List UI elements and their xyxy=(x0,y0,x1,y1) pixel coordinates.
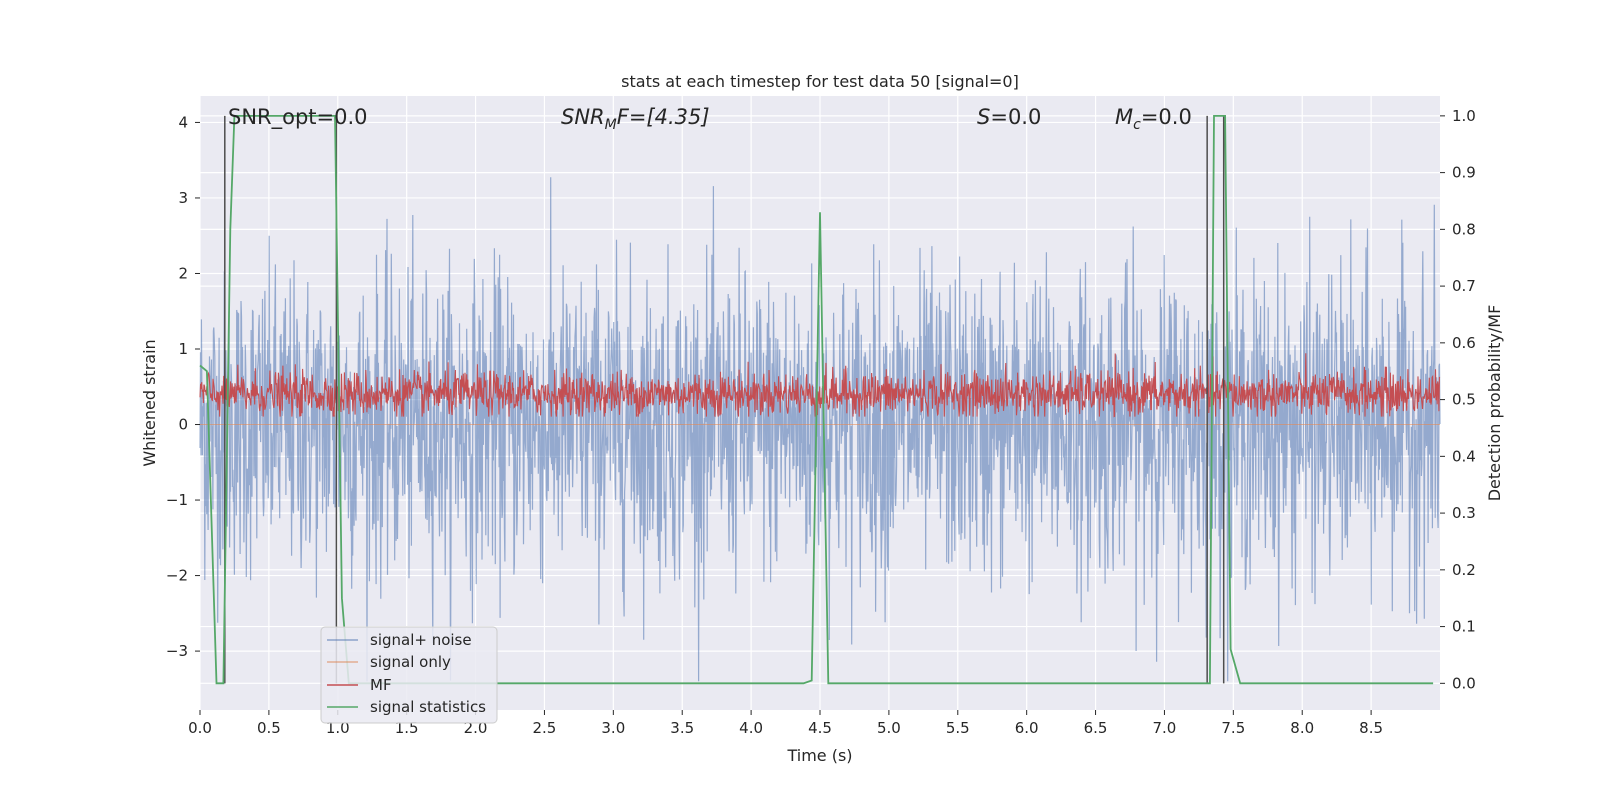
y2-tick-label: 0.6 xyxy=(1452,334,1476,352)
x-tick-label: 3.0 xyxy=(601,719,625,737)
annotation-snr-mf-sub: M xyxy=(605,117,617,133)
y2-axis-ticks: 1.0 0.9 0.8 0.7 0.6 0.5 0.4 0.3 0.2 0.1 0.0 xyxy=(1440,107,1476,692)
chart-title: stats at each timestep for test data 50 … xyxy=(621,72,1019,91)
x-tick-label: 0.0 xyxy=(188,719,212,737)
annotation-mc-main: M xyxy=(1115,105,1133,129)
x-tick-label: 4.5 xyxy=(808,719,832,737)
legend-label-signal-noise: signal+ noise xyxy=(370,631,472,649)
y-tick-label: −3 xyxy=(166,642,188,660)
line-signal-statistics xyxy=(199,115,1434,685)
y-tick-label: −2 xyxy=(166,567,188,585)
y-tick-label: 3 xyxy=(178,189,188,207)
annotation-mc-rest: =0.0 xyxy=(1141,105,1192,129)
y-tick-label: 4 xyxy=(178,113,188,131)
legend-label-signal-only: signal only xyxy=(370,653,451,671)
annotation-snr-mf-rest: F=[4.35] xyxy=(617,105,710,129)
y2-tick-label: 1.0 xyxy=(1452,107,1476,125)
y2-tick-label: 0.5 xyxy=(1452,391,1476,409)
x-tick-label: 4.0 xyxy=(739,719,763,737)
x-tick-label: 6.5 xyxy=(1084,719,1108,737)
x-tick-label: 3.5 xyxy=(670,719,694,737)
legend-box xyxy=(320,626,498,724)
series-mf xyxy=(199,353,1441,418)
x-tick-label: 8.5 xyxy=(1359,719,1383,737)
y-tick-label: 2 xyxy=(178,264,188,282)
line-signal-noise xyxy=(199,177,1441,682)
line-mf xyxy=(199,353,1441,418)
annotation-s-main: S xyxy=(977,105,990,129)
legend-label-mf: MF xyxy=(370,676,392,694)
annotation-s-rest: =0.0 xyxy=(990,105,1041,129)
legend: signal+ noise signal only MF signal stat… xyxy=(320,626,498,724)
annotation-s: S=0.0 xyxy=(977,105,1041,129)
vertical-lines xyxy=(224,115,1225,684)
x-tick-label: 5.0 xyxy=(877,719,901,737)
y2-tick-label: 0.3 xyxy=(1452,504,1476,522)
annotation-mc: Mc=0.0 xyxy=(1115,105,1192,133)
annotation-mc-sub: c xyxy=(1133,117,1141,133)
y2-tick-label: 0.7 xyxy=(1452,277,1476,295)
y2-tick-label: 0.8 xyxy=(1452,220,1476,238)
y-tick-label: 1 xyxy=(178,340,188,358)
y2-tick-label: 0.9 xyxy=(1452,164,1476,182)
x-tick-label: 8.0 xyxy=(1290,719,1314,737)
y2-tick-label: 0.1 xyxy=(1452,618,1476,636)
series-signal-statistics xyxy=(199,115,1434,685)
x-tick-label: 2.5 xyxy=(533,719,557,737)
y-axis-ticks: 4 3 2 1 0 −1 −2 −3 xyxy=(166,113,200,660)
x-axis-label: Time (s) xyxy=(786,746,852,765)
annotation-snr-mf: SNRMF=[4.35] xyxy=(561,105,710,133)
y-axis-label: Whitened strain xyxy=(140,339,159,466)
y-tick-label: 0 xyxy=(178,416,188,434)
x-tick-label: 5.5 xyxy=(946,719,970,737)
y2-axis-label: Detection probability/MF xyxy=(1485,305,1504,502)
series-signal-noise xyxy=(199,177,1441,682)
annotation-snr-mf-main: SNR xyxy=(561,105,605,129)
x-tick-label: 6.0 xyxy=(1015,719,1039,737)
y2-tick-label: 0.4 xyxy=(1452,447,1476,465)
y2-tick-label: 0.2 xyxy=(1452,561,1476,579)
x-tick-label: 7.5 xyxy=(1221,719,1245,737)
y2-tick-label: 0.0 xyxy=(1452,674,1476,692)
y-tick-label: −1 xyxy=(166,491,188,509)
annotation-snr-opt: SNR_opt=0.0 xyxy=(228,105,368,130)
legend-label-signal-statistics: signal statistics xyxy=(370,698,486,716)
x-tick-label: 0.5 xyxy=(257,719,281,737)
x-tick-label: 7.0 xyxy=(1153,719,1177,737)
